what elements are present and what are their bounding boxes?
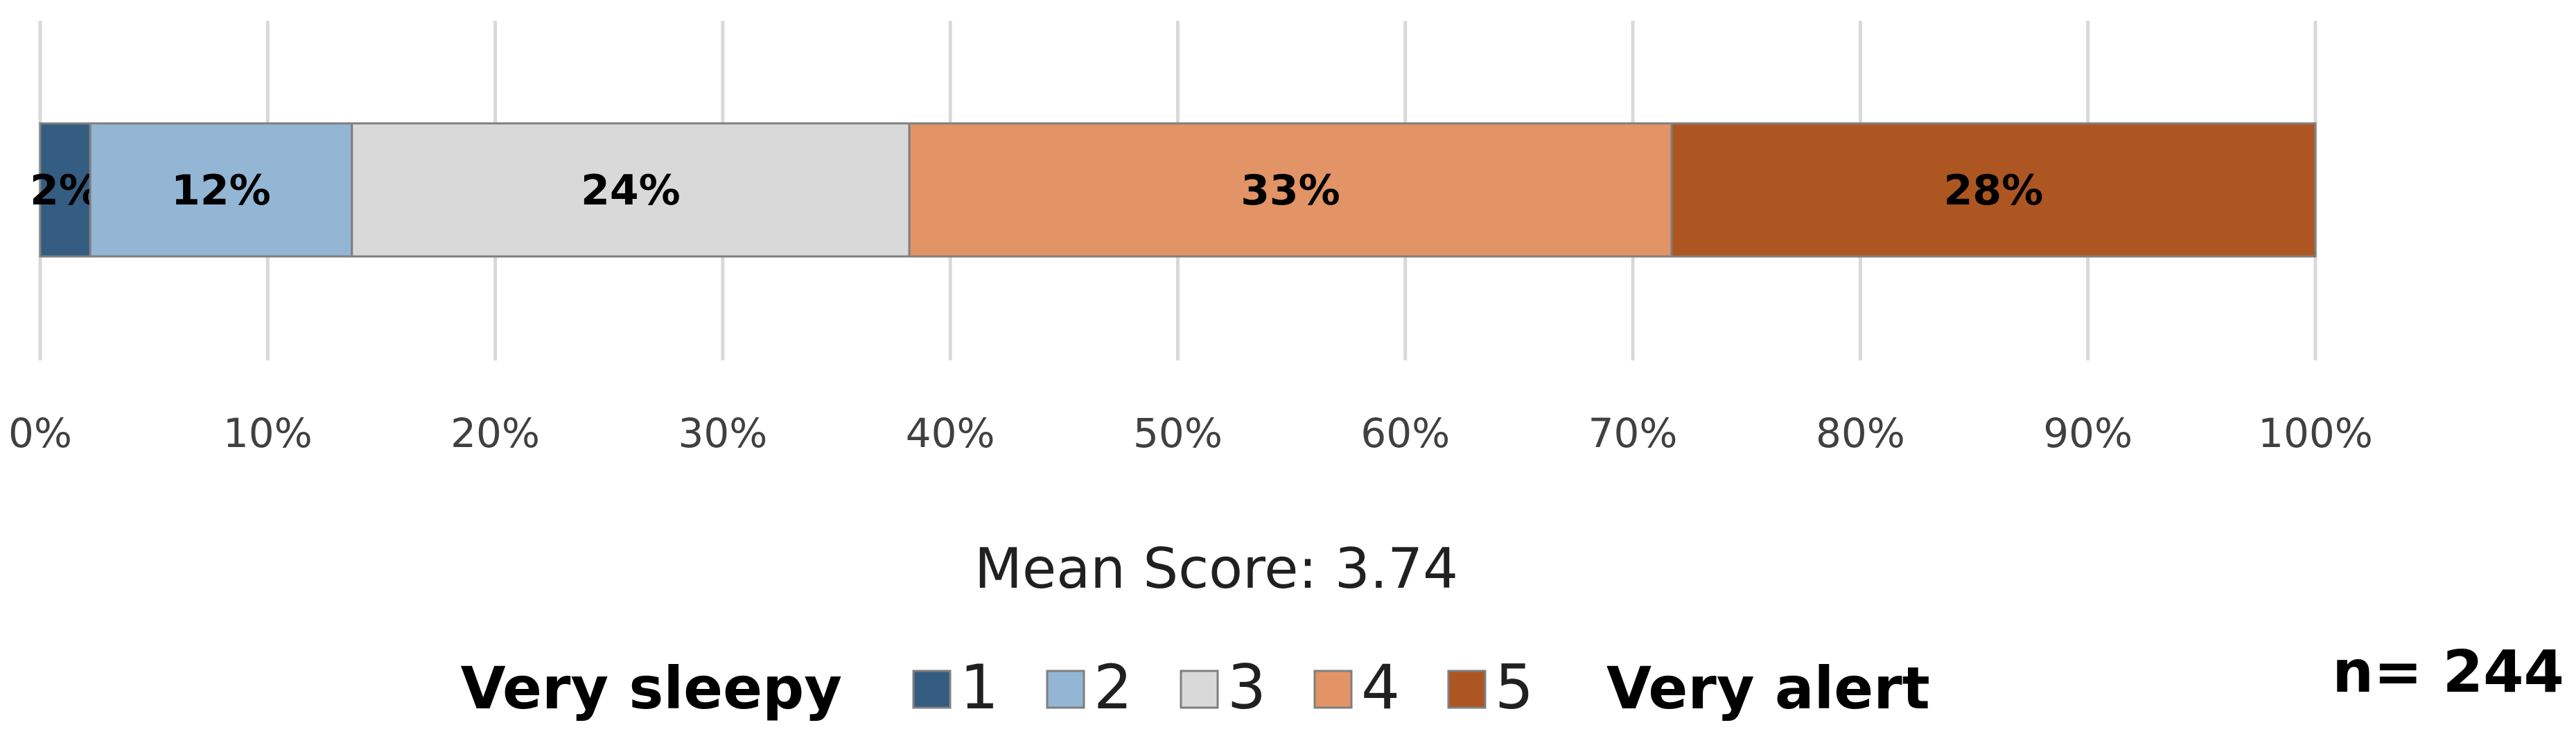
legend-swatch-2 <box>1046 670 1085 709</box>
data-label-1: 2% <box>30 166 100 215</box>
legend-items: 1 2 3 4 5 <box>912 652 1534 723</box>
legend-label-2: 2 <box>1094 652 1132 723</box>
legend-swatch-4 <box>1313 670 1353 709</box>
bar-segment-3 <box>351 122 911 258</box>
x-tick-label: 30% <box>678 410 767 457</box>
data-label-3: 24% <box>581 166 681 215</box>
x-tick-label: 40% <box>906 410 995 457</box>
legend-left-anchor: Very sleepy <box>461 654 842 722</box>
legend-right-anchor: Very alert <box>1606 654 1930 722</box>
x-tick-label: 90% <box>2043 410 2132 457</box>
x-tick-label: 20% <box>450 410 540 457</box>
data-label-5: 28% <box>1944 166 2044 215</box>
mean-score-text: Mean Score: 3.74 <box>974 536 1458 601</box>
data-label-4: 33% <box>1241 166 1340 215</box>
x-axis-tick-labels: 0% 10% 20% 30% 40% 50% 60% 70% 80% 90% 100% <box>8 410 2373 457</box>
x-tick-label: 60% <box>1360 410 1450 457</box>
data-label-2: 12% <box>171 166 271 215</box>
legend-swatch-3 <box>1180 670 1219 709</box>
x-tick-label: 0% <box>8 410 72 457</box>
legend-label-3: 3 <box>1227 652 1266 723</box>
x-tick-label: 10% <box>223 410 313 457</box>
sample-size-text: n= 244 <box>2332 638 2564 706</box>
x-tick-label: 70% <box>1588 410 1678 457</box>
x-tick-label: 50% <box>1133 410 1223 457</box>
bar-segments: 2% 12% 24% 33% 28% <box>30 122 2317 258</box>
legend-swatch-1 <box>912 670 952 709</box>
bar-segment-1 <box>39 122 91 258</box>
bar-segment-5 <box>1670 122 2317 258</box>
legend-label-4: 4 <box>1361 652 1400 723</box>
legend-label-1: 1 <box>960 652 999 723</box>
x-tick-label: 80% <box>1816 410 1905 457</box>
legend-swatch-5 <box>1447 670 1487 709</box>
legend-label-5: 5 <box>1495 652 1534 723</box>
legend: Very sleepy 1 2 3 4 5 Very alert <box>461 652 1930 723</box>
x-tick-label: 100% <box>2258 410 2373 457</box>
